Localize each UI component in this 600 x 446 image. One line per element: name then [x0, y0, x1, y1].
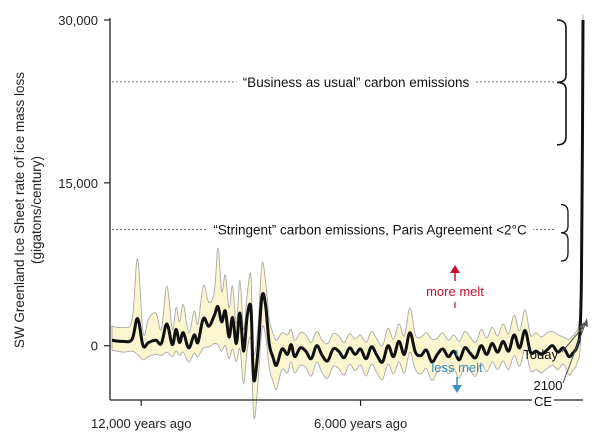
y-ticks: 30,000 15,000 0 — [58, 13, 110, 354]
x-ticks: 12,000 years ago 6,000 years ago — [91, 400, 407, 431]
y-tick-label: 0 — [91, 339, 98, 354]
x-tick-label: 12,000 years ago — [91, 416, 191, 431]
end-year-pointer-head — [583, 318, 588, 327]
today-pointer — [561, 326, 584, 353]
y-tick-label: 30,000 — [58, 13, 98, 28]
more-melt-arrow-head — [450, 265, 460, 273]
stringent-range-brace — [560, 203, 569, 262]
y-tick-label: 15,000 — [58, 176, 98, 191]
less-melt-label: less melt — [431, 360, 483, 375]
y-axis-label-line1: SW Greenland Ice Sheet rate of ice mass … — [12, 72, 27, 348]
less-melt-arrow-head — [452, 385, 462, 393]
ice-loss-line — [111, 19, 585, 383]
end-year-pointer — [562, 321, 587, 384]
more-melt-label: more melt — [426, 284, 484, 299]
stringent-label-background — [207, 221, 533, 239]
stringent-label: “Stringent” carbon emissions, Paris Agre… — [213, 223, 527, 238]
x-tick-label: 6,000 years ago — [314, 416, 407, 431]
era-label-background — [532, 395, 554, 407]
bau-label: “Business as usual” carbon emissions — [243, 75, 470, 90]
y-axis-label: SW Greenland Ice Sheet rate of ice mass … — [12, 72, 44, 348]
bau-range-brace — [556, 19, 567, 146]
y-axis-label-line2: (gigatons/century) — [29, 156, 44, 264]
era-label: CE — [534, 394, 552, 409]
today-label: Today — [523, 347, 558, 362]
bau-label-background — [236, 73, 476, 91]
today-pointer-head — [579, 322, 584, 330]
end-year-label: 2100 — [534, 378, 563, 393]
uncertainty-band — [111, 14, 584, 420]
